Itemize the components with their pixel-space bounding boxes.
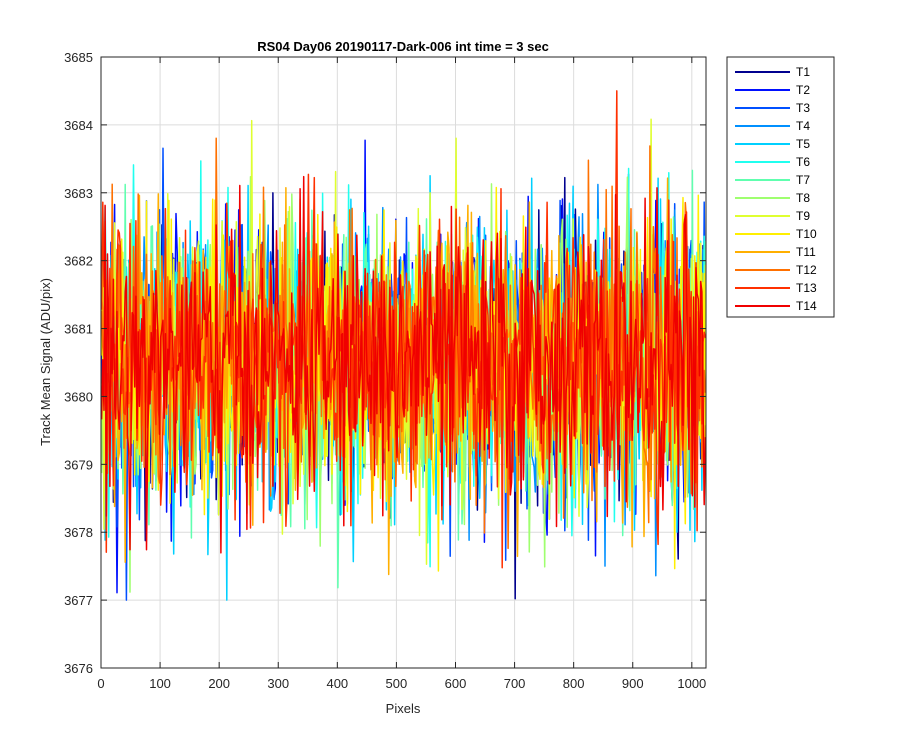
x-tick-label: 1000: [677, 676, 706, 691]
x-tick-label: 500: [386, 676, 408, 691]
legend-label-T4: T4: [796, 119, 810, 133]
axes: 0 100 200 300 400 500 600 700 800 900 1000 3676 3677…: [64, 50, 707, 691]
legend-label-T10: T10: [796, 227, 817, 241]
legend-label-T12: T12: [796, 263, 817, 277]
legend-label-T7: T7: [796, 173, 810, 187]
legend-label-T13: T13: [796, 281, 817, 295]
y-tick-label: 3685: [64, 50, 93, 65]
series-line-T13: [100, 90, 707, 569]
y-tick-label: 3684: [64, 118, 93, 133]
x-tick-label: 800: [563, 676, 585, 691]
y-axis-label: Track Mean Signal (ADU/pix): [38, 278, 53, 446]
legend-label-T2: T2: [796, 83, 810, 97]
plot-series: [100, 90, 707, 601]
x-tick-label: 600: [445, 676, 467, 691]
legend-label-T5: T5: [796, 137, 810, 151]
y-tick-label: 3683: [64, 186, 93, 201]
x-tick-label: 0: [97, 676, 104, 691]
legend-label-T8: T8: [796, 191, 810, 205]
y-tick-label: 3682: [64, 254, 93, 269]
legend-label-T14: T14: [796, 299, 817, 313]
y-tick-label: 3679: [64, 457, 93, 472]
y-tick-label: 3681: [64, 322, 93, 337]
legend-label-T1: T1: [796, 65, 810, 79]
x-tick-label: 100: [149, 676, 171, 691]
legend: T1 T2 T3 T4 T5 T6 T7 T8 T9 T10 T11 T12 T13 T14: [726, 56, 835, 318]
x-tick-label: 300: [267, 676, 289, 691]
legend-label-T9: T9: [796, 209, 810, 223]
x-tick-label: 400: [326, 676, 348, 691]
y-tick-label: 3676: [64, 661, 93, 676]
y-tick-label: 3677: [64, 593, 93, 608]
x-tick-label: 900: [622, 676, 644, 691]
y-tick-label: 3680: [64, 389, 93, 404]
x-axis-label: Pixels: [386, 701, 421, 716]
y-tick-label: 3678: [64, 525, 93, 540]
chart-title: RS04 Day06 20190117-Dark-006 int time = …: [257, 39, 549, 54]
legend-box: [726, 56, 835, 318]
x-tick-label: 700: [504, 676, 526, 691]
legend-label-T11: T11: [796, 245, 816, 259]
legend-label-T3: T3: [796, 101, 810, 115]
series-line-T14: [100, 175, 707, 554]
x-tick-label: 200: [208, 676, 230, 691]
axes-box: [100, 56, 707, 669]
legend-label-T6: T6: [796, 155, 810, 169]
